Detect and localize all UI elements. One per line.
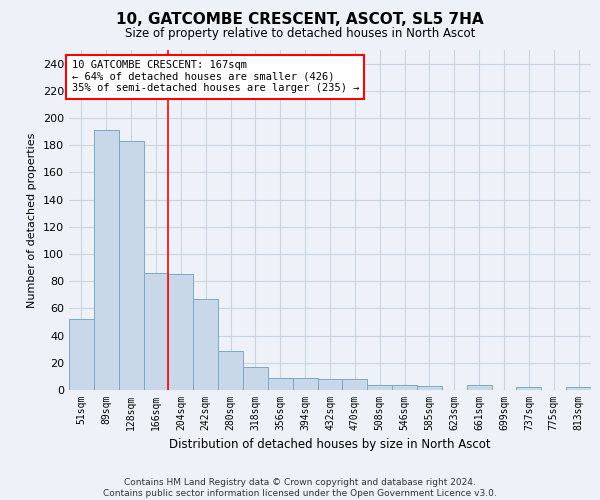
Y-axis label: Number of detached properties: Number of detached properties xyxy=(28,132,37,308)
Bar xyxy=(467,384,491,390)
Bar xyxy=(517,388,541,390)
Bar xyxy=(293,378,317,390)
Bar xyxy=(169,274,193,390)
Bar xyxy=(268,378,293,390)
Bar xyxy=(367,384,392,390)
Text: 10 GATCOMBE CRESCENT: 167sqm
← 64% of detached houses are smaller (426)
35% of s: 10 GATCOMBE CRESCENT: 167sqm ← 64% of de… xyxy=(71,60,359,94)
Text: Contains HM Land Registry data © Crown copyright and database right 2024.
Contai: Contains HM Land Registry data © Crown c… xyxy=(103,478,497,498)
Bar xyxy=(566,388,591,390)
Text: Size of property relative to detached houses in North Ascot: Size of property relative to detached ho… xyxy=(125,28,475,40)
X-axis label: Distribution of detached houses by size in North Ascot: Distribution of detached houses by size … xyxy=(169,438,491,452)
Bar xyxy=(69,320,94,390)
Bar xyxy=(143,273,169,390)
Bar xyxy=(193,299,218,390)
Bar xyxy=(417,386,442,390)
Bar xyxy=(94,130,119,390)
Bar xyxy=(343,379,367,390)
Text: 10, GATCOMBE CRESCENT, ASCOT, SL5 7HA: 10, GATCOMBE CRESCENT, ASCOT, SL5 7HA xyxy=(116,12,484,28)
Bar xyxy=(392,384,417,390)
Bar xyxy=(243,367,268,390)
Bar xyxy=(218,350,243,390)
Bar xyxy=(317,379,343,390)
Bar xyxy=(119,141,143,390)
